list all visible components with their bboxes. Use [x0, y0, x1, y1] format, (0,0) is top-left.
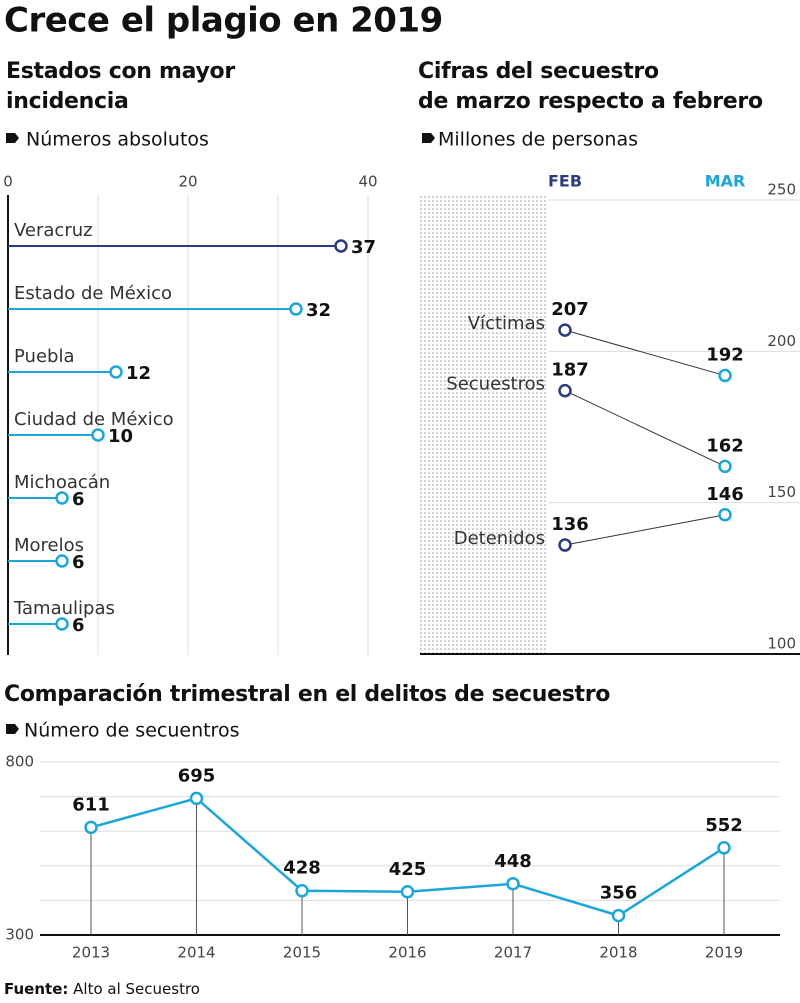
- bar-dot: [109, 365, 123, 379]
- point: [611, 908, 626, 923]
- category-label: MAR: [705, 172, 746, 191]
- point: [84, 820, 98, 835]
- source-label: Fuente:: [4, 980, 68, 998]
- x-tick-label: 2013: [72, 944, 110, 962]
- point: [718, 459, 732, 474]
- y-tick-label: 200: [767, 332, 796, 350]
- slope-line: [564, 329, 726, 377]
- slope-line: [564, 390, 726, 467]
- chart-subtitle: Números absolutos: [26, 129, 209, 151]
- point: [295, 883, 309, 898]
- value-label: 10: [108, 426, 133, 447]
- bullet: [422, 133, 435, 143]
- source: Fuente: Alto al Secuestro: [4, 980, 200, 998]
- chart-title: Estados con mayor: [6, 59, 235, 84]
- value-label: 448: [494, 851, 532, 872]
- y-tick-label: 250: [767, 181, 796, 199]
- point: [558, 323, 572, 337]
- chart-subtitle: Número de secuentros: [24, 720, 239, 742]
- series-label: Secuestros: [446, 374, 545, 395]
- category-label: Michoacán: [14, 472, 110, 493]
- category-label: Estado de México: [14, 283, 172, 304]
- value-label: 136: [551, 514, 589, 535]
- chart-title: incidencia: [6, 89, 129, 114]
- bar-dot: [91, 428, 105, 442]
- category-label: Puebla: [14, 346, 74, 367]
- x-tick-label: 2018: [599, 944, 637, 962]
- x-tick-label: 2019: [705, 944, 743, 962]
- series-label: Detenidos: [454, 528, 545, 549]
- category-label: Ciudad de México: [14, 409, 174, 430]
- value-label: 6: [72, 615, 85, 636]
- point: [506, 877, 520, 891]
- value-label: 12: [126, 363, 151, 384]
- x-tick-label: 0: [3, 173, 13, 191]
- slope-line: [564, 514, 726, 546]
- point: [718, 368, 732, 383]
- bar-dot: [334, 239, 348, 253]
- category-label: Tamaulipas: [13, 598, 115, 619]
- chart-title: Cifras del secuestro: [418, 59, 659, 84]
- value-label: 695: [178, 765, 216, 786]
- page-title: Crece el plagio en 2019: [4, 1, 443, 41]
- value-label: 6: [72, 552, 85, 573]
- point: [718, 508, 732, 522]
- bullet: [6, 133, 19, 143]
- point: [558, 538, 572, 552]
- x-tick-label: 20: [178, 173, 197, 191]
- bar-dot: [55, 554, 69, 568]
- value-label: 37: [351, 237, 376, 258]
- point: [400, 885, 415, 899]
- value-label: 146: [706, 484, 744, 505]
- value-label: 187: [551, 360, 589, 381]
- feb-band: [418, 195, 548, 655]
- y-tick-label: 100: [767, 635, 796, 653]
- category-label: Morelos: [14, 535, 84, 556]
- value-label: 32: [306, 300, 331, 321]
- value-label: 611: [72, 794, 110, 815]
- source-text: Alto al Secuestro: [73, 980, 200, 998]
- y-tick-label: 300: [5, 926, 34, 944]
- chart-title: Comparación trimestral en el delitos de …: [4, 682, 610, 707]
- value-label: 428: [283, 858, 321, 879]
- value-label: 356: [600, 883, 638, 904]
- bar-dot: [289, 302, 303, 316]
- value-label: 425: [389, 859, 427, 880]
- series-label: Víctimas: [468, 313, 545, 334]
- x-tick-label: 2016: [388, 944, 426, 962]
- bar-dot: [55, 617, 69, 631]
- point: [558, 383, 572, 398]
- x-tick-label: 2014: [177, 944, 215, 962]
- value-label: 192: [706, 345, 744, 366]
- x-tick-label: 2015: [283, 944, 321, 962]
- point: [189, 791, 204, 806]
- y-tick-label: 150: [767, 483, 796, 501]
- y-tick-label: 800: [5, 753, 34, 771]
- point: [717, 841, 731, 855]
- chart-subtitle: Millones de personas: [438, 129, 638, 151]
- bar-dot: [55, 491, 69, 505]
- x-tick-label: 40: [358, 173, 377, 191]
- chart-title: de marzo respecto a febrero: [418, 89, 763, 114]
- value-label: 162: [706, 435, 744, 456]
- x-tick-label: 2017: [494, 944, 532, 962]
- value-label: 207: [551, 299, 589, 320]
- category-label: FEB: [548, 172, 582, 191]
- category-label: Veracruz: [14, 220, 93, 241]
- value-label: 6: [72, 489, 85, 510]
- bullet: [6, 724, 19, 734]
- value-label: 552: [705, 815, 743, 836]
